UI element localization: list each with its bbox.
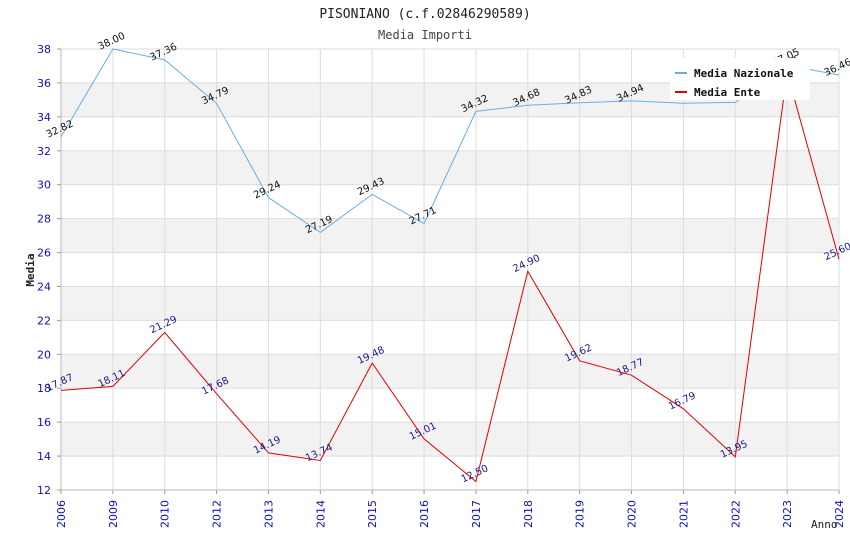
y-tick-label: 30 (37, 179, 51, 192)
plot-band (61, 422, 839, 457)
legend: Media Nazionale Media Ente (670, 58, 810, 100)
plot-band (61, 388, 839, 423)
x-tick-label: 2009 (107, 500, 120, 528)
x-tick-label: 2012 (211, 500, 224, 528)
y-tick-label: 24 (37, 280, 51, 293)
y-tick-label: 28 (37, 213, 51, 226)
chart-subtitle: Media Importi (378, 28, 472, 42)
plot-background-bands (61, 49, 839, 490)
y-axis-label: Media (24, 253, 37, 286)
plot-band (61, 184, 839, 219)
y-tick-label: 32 (37, 145, 51, 158)
y-tick-label: 18 (37, 382, 51, 395)
series-line-media-nazionale (60, 48, 840, 234)
y-tick-label: 36 (37, 77, 51, 90)
x-tick-label: 2013 (262, 500, 275, 528)
y-tick-label: 22 (37, 314, 51, 327)
plot-band (61, 456, 839, 490)
x-tick-label: 2014 (314, 500, 327, 528)
legend-entry: Media Ente (694, 86, 761, 99)
x-axis-label: Anno (811, 518, 838, 531)
x-tick-label: 2017 (470, 500, 483, 528)
y-tick-label: 38 (37, 43, 51, 56)
y-tick-label: 12 (37, 484, 51, 497)
x-tick-label: 2016 (418, 500, 431, 528)
x-tick-label: 2023 (781, 500, 794, 528)
x-tick-label: 2022 (729, 500, 742, 528)
legend-entry: Media Nazionale (694, 67, 794, 80)
plot-band (61, 116, 839, 151)
x-tick-label: 2020 (626, 500, 639, 528)
y-tick-label: 26 (37, 247, 51, 260)
x-tick-label: 2018 (522, 500, 535, 528)
series-lines (60, 48, 840, 483)
x-tick-label: 2021 (677, 500, 690, 528)
x-tick-label: 2015 (366, 500, 379, 528)
plot-band (61, 286, 839, 321)
series-line-media-ente (60, 72, 840, 483)
y-tick-label: 20 (37, 348, 51, 361)
plot-band (61, 320, 839, 355)
x-tick-label: 2010 (159, 500, 172, 528)
plot-band (61, 218, 839, 253)
legend-box (670, 58, 810, 100)
x-tick-label: 2024 (833, 500, 846, 528)
y-tick-label: 16 (37, 416, 51, 429)
plot-band (61, 354, 839, 389)
chart-title: PISONIANO (c.f.02846290589) (319, 7, 530, 22)
y-tick-label: 14 (37, 450, 51, 463)
y-tick-label: 34 (37, 111, 51, 124)
x-tick-label: 2019 (574, 500, 587, 528)
x-tick-label: 2006 (55, 500, 68, 528)
plot-band (61, 252, 839, 287)
